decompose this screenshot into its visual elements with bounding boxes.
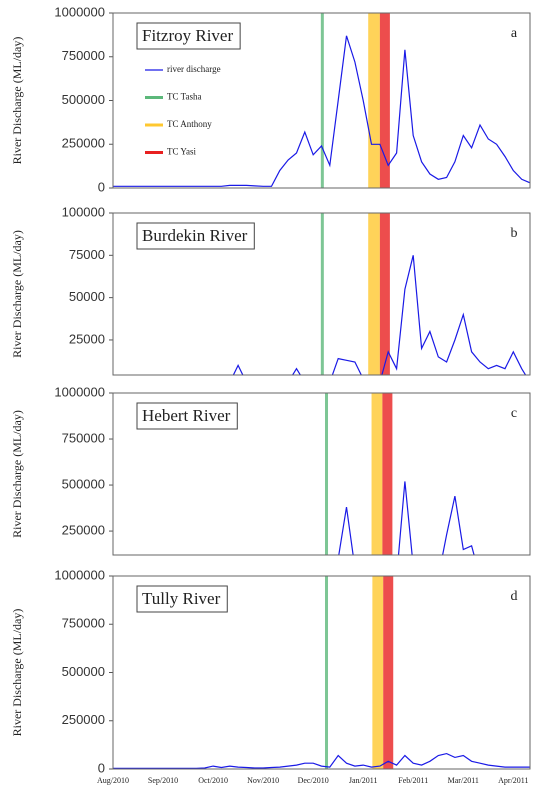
x-tick-label: Jan/2011 [349, 776, 378, 785]
panel-label: d [511, 589, 518, 604]
legend-label: TC Anthony [167, 119, 212, 129]
y-tick-label: 500000 [62, 92, 105, 107]
x-tick-label: Feb/2011 [398, 776, 428, 785]
y-tick-label: 100000 [62, 204, 105, 219]
cyclone-band [325, 576, 329, 769]
discharge-line [338, 481, 475, 555]
discharge-line [113, 35, 530, 187]
y-axis-label: River Discharge (ML/day) [10, 37, 24, 165]
panel-label: b [511, 226, 518, 241]
cyclone-band [383, 576, 394, 769]
panel-label: a [511, 26, 518, 41]
legend-label: TC Yasi [167, 147, 197, 157]
y-tick-label: 0 [98, 179, 105, 194]
x-tick-label: Dec/2010 [298, 776, 329, 785]
plot-frame [112, 392, 531, 556]
x-tick-label: Apr/2011 [498, 776, 528, 785]
panel: 0 250000 500000 750000 1000000 River Discharg… [10, 4, 531, 194]
legend-label: river discharge [167, 64, 221, 74]
river-name-box [136, 222, 255, 250]
legend-label: TC Tasha [167, 92, 201, 102]
discharge-line [232, 255, 527, 375]
panel: 250000 500000 750000 1000000 River Discharge… [10, 384, 531, 556]
cyclone-band [320, 213, 324, 375]
cyclone-band [368, 13, 380, 188]
y-tick-label: 250000 [62, 136, 105, 151]
panel-label: c [511, 406, 517, 421]
cyclone-band [368, 213, 380, 375]
river-name-box [136, 585, 228, 613]
y-tick-label: 1000000 [54, 384, 105, 399]
cyclone-band [320, 13, 324, 188]
y-axis-label: River Discharge (ML/day) [10, 609, 24, 737]
cyclone-band [371, 393, 383, 555]
cyclone-band [382, 393, 393, 555]
y-tick-label: 25000 [69, 331, 105, 346]
y-tick-label: 50000 [69, 289, 105, 304]
x-tick-label: Oct/2010 [198, 776, 228, 785]
y-tick-label: 250000 [62, 523, 105, 538]
y-tick-label: 750000 [62, 48, 105, 63]
discharge-line [113, 752, 530, 769]
y-tick-label: 500000 [62, 664, 105, 679]
plot-frame [112, 212, 531, 376]
y-tick-label: 250000 [62, 712, 105, 727]
cyclone-band [379, 213, 390, 375]
y-axis-label: River Discharge (ML/day) [10, 410, 24, 538]
x-tick-label: Aug/2010 [97, 776, 129, 785]
plot-frame [112, 575, 531, 770]
river-name-box [136, 22, 241, 50]
y-tick-label: 750000 [62, 430, 105, 445]
cyclone-band [372, 576, 384, 769]
river-name: Burdekin River [142, 226, 248, 245]
y-tick-label: 750000 [62, 616, 105, 631]
y-tick-label: 1000000 [54, 4, 105, 19]
panel: 0 250000 500000 750000 1000000 River Discharg… [10, 567, 531, 785]
plot-frame [112, 12, 531, 189]
river-name-box [136, 402, 238, 430]
river-name: Fitzroy River [142, 26, 233, 45]
panel: 25000 50000 75000 100000 River Discharge (ML… [10, 204, 531, 376]
x-tick-label: Mar/2011 [448, 776, 479, 785]
river-name: Tully River [142, 589, 221, 608]
y-tick-label: 500000 [62, 476, 105, 491]
y-tick-label: 1000000 [54, 567, 105, 582]
y-tick-label: 75000 [69, 247, 105, 262]
y-axis-label: River Discharge (ML/day) [10, 230, 24, 358]
cyclone-band [325, 393, 329, 555]
y-tick-label: 0 [98, 760, 105, 775]
x-tick-label: Nov/2010 [247, 776, 279, 785]
x-tick-label: Sep/2010 [148, 776, 178, 785]
river-name: Hebert River [142, 406, 231, 425]
cyclone-band [379, 13, 390, 188]
